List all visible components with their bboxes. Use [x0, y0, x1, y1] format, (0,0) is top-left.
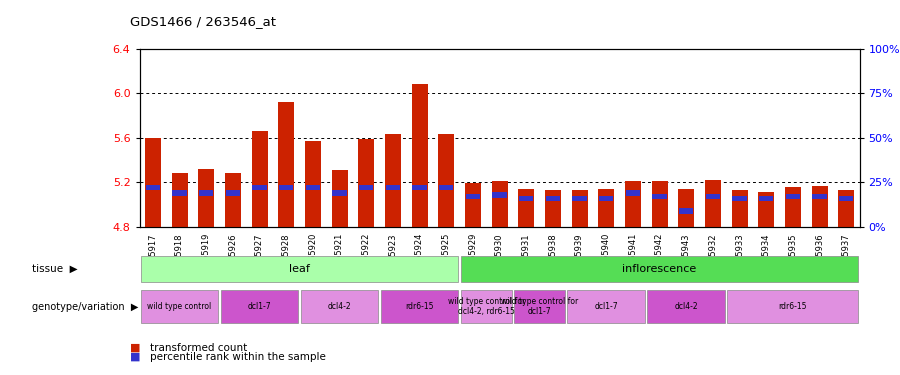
Text: transformed count: transformed count	[150, 343, 248, 352]
Text: dcl4-2: dcl4-2	[328, 302, 351, 311]
Bar	[626, 190, 640, 196]
Bar	[358, 139, 374, 227]
Bar	[225, 173, 241, 227]
Text: wild type control: wild type control	[148, 302, 211, 311]
Bar	[838, 190, 854, 227]
Bar	[545, 196, 560, 201]
Bar	[464, 183, 481, 227]
Bar	[412, 185, 427, 190]
Bar	[706, 194, 720, 200]
Text: dcl1-7: dcl1-7	[248, 302, 271, 311]
Bar	[140, 290, 219, 323]
Bar	[567, 290, 645, 323]
Text: dcl4-2: dcl4-2	[674, 302, 698, 311]
Text: genotype/variation  ▶: genotype/variation ▶	[32, 302, 138, 312]
Bar	[385, 135, 400, 227]
Text: percentile rank within the sample: percentile rank within the sample	[150, 352, 326, 362]
Bar	[813, 194, 827, 200]
Bar	[278, 102, 294, 227]
Bar	[220, 290, 299, 323]
Bar	[647, 290, 725, 323]
Bar	[439, 185, 454, 190]
Bar	[759, 196, 773, 201]
Bar	[461, 290, 512, 323]
Bar	[733, 196, 747, 201]
Bar	[514, 290, 565, 323]
Bar	[785, 187, 801, 227]
Bar	[652, 194, 667, 200]
Bar	[679, 208, 693, 214]
Text: wild type control for
dcl4-2, rdr6-15: wild type control for dcl4-2, rdr6-15	[447, 297, 525, 316]
Bar	[301, 290, 378, 323]
Bar	[732, 190, 748, 227]
Bar	[252, 185, 266, 190]
Text: wild type control for
dcl1-7: wild type control for dcl1-7	[501, 297, 578, 316]
Bar	[544, 190, 561, 227]
Text: inflorescence: inflorescence	[623, 264, 697, 274]
Bar	[385, 185, 400, 190]
Bar	[492, 192, 507, 198]
Bar	[465, 194, 480, 200]
Bar	[438, 135, 454, 227]
Bar	[381, 290, 458, 323]
Bar	[572, 190, 588, 227]
Bar	[198, 169, 214, 227]
Bar	[145, 138, 161, 227]
Bar	[279, 185, 293, 190]
Bar	[172, 173, 187, 227]
Bar	[146, 185, 160, 190]
Bar	[226, 190, 240, 196]
Bar	[705, 180, 721, 227]
Bar	[306, 185, 320, 190]
Text: rdr6-15: rdr6-15	[778, 302, 807, 311]
Bar	[679, 189, 694, 227]
Text: dcl1-7: dcl1-7	[594, 302, 618, 311]
Bar	[332, 190, 347, 196]
Bar	[518, 189, 535, 227]
Bar	[519, 196, 534, 201]
Bar	[172, 190, 186, 196]
Bar	[359, 185, 374, 190]
Bar	[758, 192, 774, 227]
Text: tissue  ▶: tissue ▶	[32, 264, 77, 274]
Bar	[572, 196, 587, 201]
Bar	[786, 194, 800, 200]
Bar	[411, 84, 428, 227]
Text: GDS1466 / 263546_at: GDS1466 / 263546_at	[130, 15, 276, 28]
Bar	[599, 196, 614, 201]
Bar	[812, 186, 827, 227]
Bar	[727, 290, 859, 323]
Bar	[140, 256, 458, 282]
Bar	[199, 190, 213, 196]
Bar	[839, 196, 853, 201]
Bar	[625, 181, 641, 227]
Bar	[251, 131, 267, 227]
Text: rdr6-15: rdr6-15	[405, 302, 434, 311]
Bar	[305, 141, 320, 227]
Bar	[598, 189, 614, 227]
Text: leaf: leaf	[289, 264, 310, 274]
Text: ■: ■	[130, 343, 145, 352]
Bar	[461, 256, 859, 282]
Bar	[491, 181, 508, 227]
Text: ■: ■	[130, 352, 145, 362]
Bar	[331, 170, 347, 227]
Bar	[652, 181, 668, 227]
